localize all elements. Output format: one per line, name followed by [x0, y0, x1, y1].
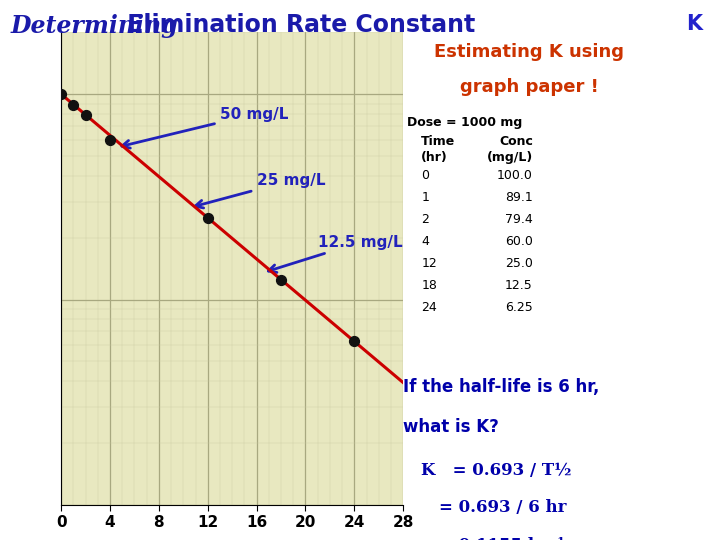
Point — [348, 337, 360, 346]
Text: Determining: Determining — [11, 14, 179, 37]
Text: 25.0: 25.0 — [505, 257, 533, 270]
Text: 50 mg/L: 50 mg/L — [122, 106, 289, 148]
Text: graph paper !: graph paper ! — [460, 78, 598, 96]
Point — [55, 90, 67, 98]
Text: 12: 12 — [421, 257, 437, 270]
Point — [202, 213, 214, 222]
Text: 24: 24 — [421, 301, 437, 314]
Text: If the half-life is 6 hr,: If the half-life is 6 hr, — [403, 378, 600, 396]
Text: Elimination Rate Constant: Elimination Rate Constant — [119, 14, 475, 37]
Text: Time: Time — [421, 135, 456, 148]
Text: Conc: Conc — [499, 135, 533, 148]
Text: (hr): (hr) — [421, 151, 448, 164]
Text: 4: 4 — [421, 235, 429, 248]
Text: Dose = 1000 mg: Dose = 1000 mg — [407, 116, 522, 129]
Point — [104, 136, 116, 144]
Text: 12.5: 12.5 — [505, 279, 533, 292]
Text: 1: 1 — [421, 191, 429, 204]
Text: K   = 0.693 / T½: K = 0.693 / T½ — [421, 462, 572, 478]
Text: 89.1: 89.1 — [505, 191, 533, 204]
Text: = 0.693 / 6 hr: = 0.693 / 6 hr — [439, 500, 567, 516]
Point — [68, 100, 79, 109]
Text: (mg/L): (mg/L) — [487, 151, 533, 164]
Text: 6.25: 6.25 — [505, 301, 533, 314]
Text: 12.5 mg/L: 12.5 mg/L — [269, 235, 402, 272]
Text: 100.0: 100.0 — [497, 168, 533, 181]
Text: 25 mg/L: 25 mg/L — [195, 173, 325, 208]
Point — [275, 275, 287, 284]
Text: 79.4: 79.4 — [505, 213, 533, 226]
Text: 2: 2 — [421, 213, 429, 226]
Text: what is K?: what is K? — [403, 418, 499, 436]
Text: Estimating K using: Estimating K using — [434, 43, 624, 61]
Point — [80, 111, 91, 119]
Text: 60.0: 60.0 — [505, 235, 533, 248]
Text: 18: 18 — [421, 279, 437, 292]
Text: 0: 0 — [421, 168, 429, 181]
Text: = 0.1155 hr⁻¹: = 0.1155 hr⁻¹ — [439, 537, 565, 540]
Text: K: K — [686, 14, 702, 33]
